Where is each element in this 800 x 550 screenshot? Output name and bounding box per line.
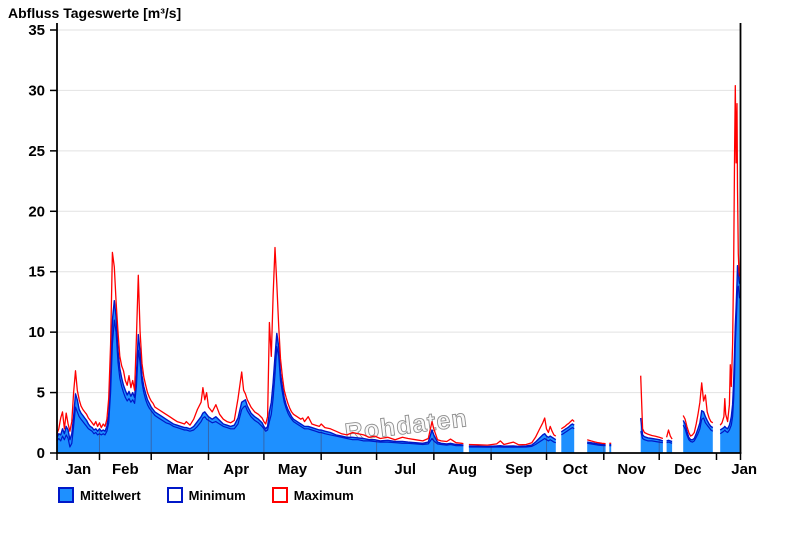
legend-label: Minimum: [188, 487, 246, 503]
series-mittelwert-line: [56, 265, 741, 448]
y-tick-label: 35: [28, 22, 45, 39]
x-tick-label: Jan: [65, 461, 91, 478]
x-tick-label: Mar: [167, 461, 194, 478]
y-tick-label: 10: [28, 324, 45, 341]
gridlines: [57, 29, 741, 394]
legend-item-minimum: Minimum: [166, 487, 246, 503]
x-axis-labels: Jan Feb Mar Apr May Jun Jul Aug Sep Oct Nov Dec Jan: [65, 461, 757, 478]
x-tick-label: Jul: [394, 461, 416, 478]
x-tick-label: May: [278, 461, 308, 478]
legend-label: Mittelwert: [80, 487, 141, 503]
x-tick-label: Oct: [563, 461, 588, 478]
x-tick-label: Feb: [112, 461, 139, 478]
legend-label: Maximum: [293, 487, 354, 503]
x-tick-label: Dec: [674, 461, 702, 478]
y-tick-label: 20: [28, 203, 45, 220]
max-swatch-icon: [271, 487, 288, 503]
y-tick-label: 30: [28, 82, 45, 99]
x-tick-label: Nov: [617, 461, 646, 478]
x-tick-label: Apr: [223, 461, 249, 478]
min-swatch-icon: [166, 487, 183, 503]
x-tick-label: Jun: [336, 461, 363, 478]
month-gridlines-in-fill: [98, 265, 717, 453]
mean-swatch-icon: [58, 487, 74, 503]
axes: 0 5 10 15 20 25 30 35: [28, 22, 742, 462]
y-tick-label: 0: [37, 445, 45, 462]
legend-item-maximum: Maximum: [271, 487, 354, 503]
y-tick-label: 15: [28, 264, 45, 281]
y-tick-label: 25: [28, 143, 45, 160]
y-tick-label: 5: [37, 385, 45, 402]
legend: Mittelwert Minimum Maximum: [58, 487, 354, 503]
legend-item-mittelwert: Mittelwert: [58, 487, 141, 503]
x-tick-label: Sep: [505, 461, 533, 478]
x-tick-label: Jan: [731, 461, 757, 478]
series-maximum-line: [56, 84, 741, 446]
page-title: Abfluss Tageswerte [m³/s]: [8, 5, 182, 21]
x-tick-label: Aug: [448, 461, 477, 478]
series-minimum-line: [56, 285, 741, 448]
